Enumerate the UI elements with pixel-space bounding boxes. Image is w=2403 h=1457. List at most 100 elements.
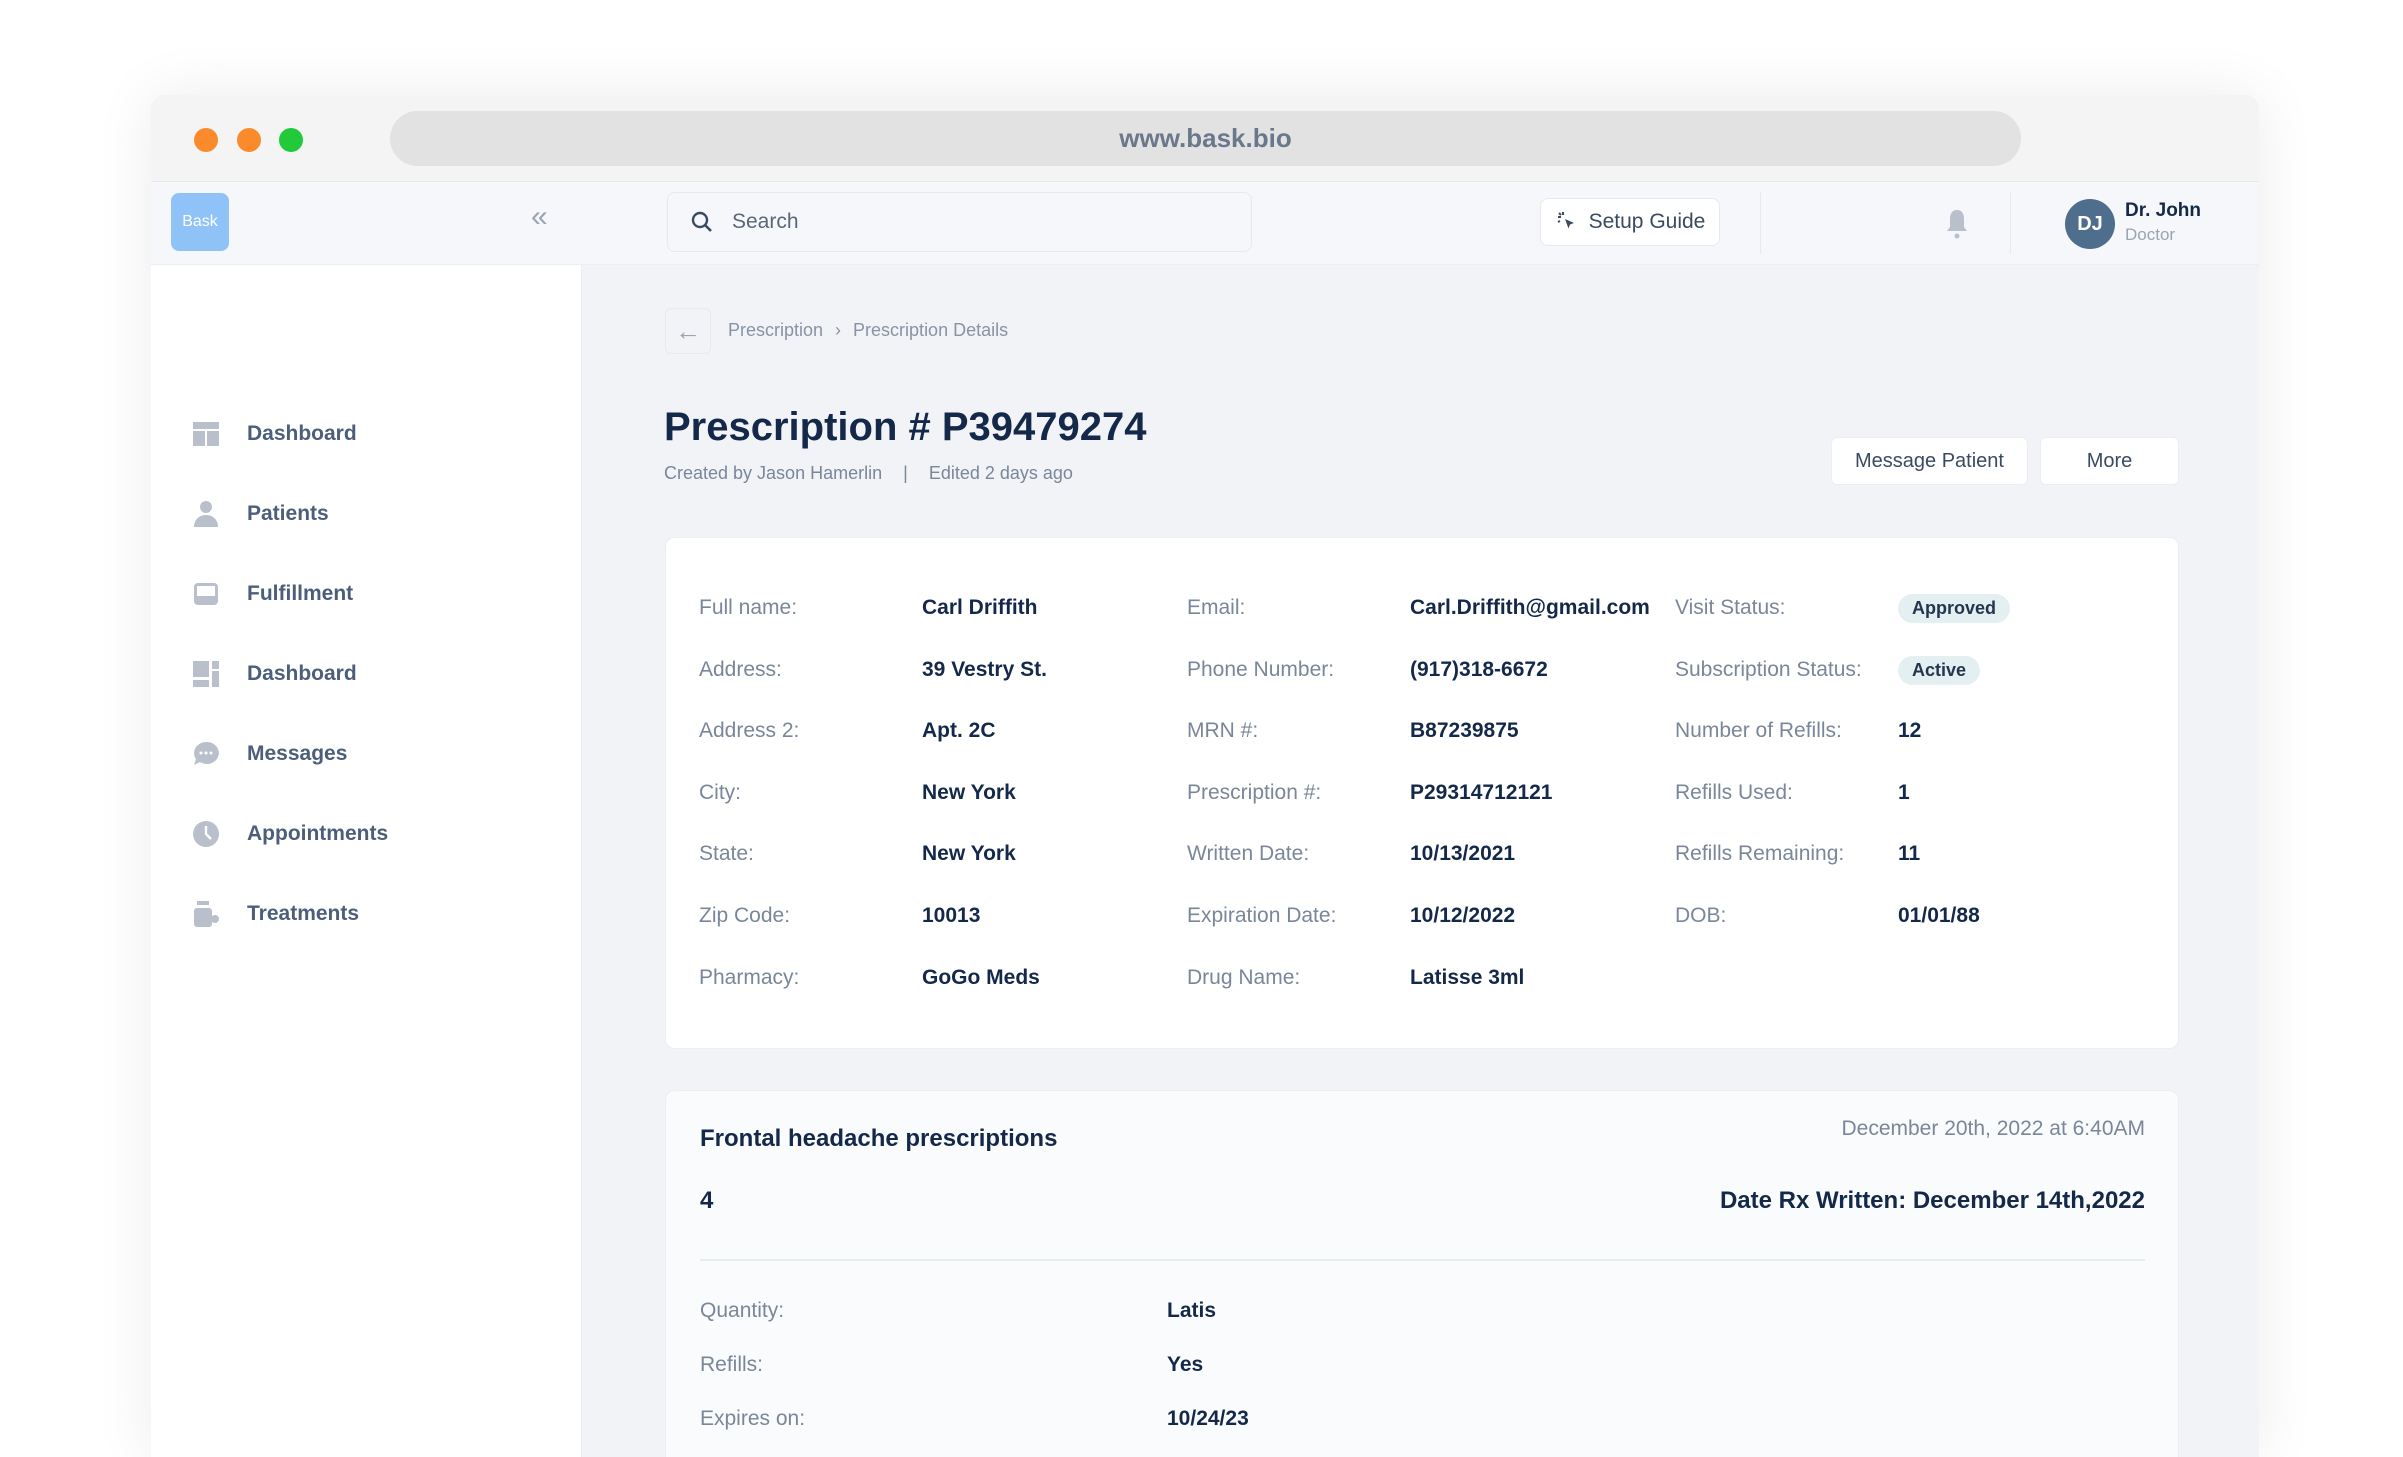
- detail-value: 10013: [922, 904, 980, 928]
- sidebar-item-treatments[interactable]: Treatments: [191, 889, 359, 939]
- detail-label: MRN #:: [1187, 719, 1259, 743]
- detail-value: Latisse 3ml: [1410, 966, 1524, 990]
- detail-value: 1: [1898, 781, 1910, 805]
- detail-value: 11: [1898, 842, 1920, 866]
- bell-icon[interactable]: [1944, 208, 1970, 240]
- top-header: Setup Guide DJ Dr. John Doctor: [582, 182, 2259, 265]
- detail-label: City:: [699, 780, 741, 804]
- detail-label: State:: [699, 842, 754, 866]
- detail-value-text: 10/12/2022: [1410, 904, 1516, 927]
- patient-details-card: Full name: Carl Driffith Address: 39 Vestry…: [665, 537, 2179, 1049]
- layout-icon: [193, 661, 219, 687]
- user-role: Doctor: [2125, 225, 2176, 244]
- avatar[interactable]: DJ: [2065, 199, 2115, 249]
- rx-row-label: Expires on:: [700, 1407, 806, 1430]
- breadcrumb-prescription[interactable]: Prescription: [728, 320, 824, 340]
- detail-value-text: B87239875: [1410, 719, 1519, 743]
- detail-label: Refills Remaining:: [1675, 842, 1845, 866]
- user-name: Dr. John: [2125, 200, 2202, 221]
- more-button[interactable]: More: [2040, 437, 2179, 485]
- edited-time: Edited 2 days ago: [928, 463, 1073, 483]
- chevrons-left-icon[interactable]: «: [531, 200, 548, 233]
- detail-value: 10/13/2021: [1410, 842, 1515, 866]
- message-patient-button[interactable]: Message Patient: [1831, 437, 2028, 485]
- sidebar-item-dashboard[interactable]: Dashboard: [191, 649, 357, 699]
- url-bar[interactable]: www.bask.bio: [390, 111, 2021, 166]
- detail-value: (917)318-6672: [1410, 658, 1548, 682]
- detail-value-text: P29314712121: [1410, 780, 1553, 804]
- detail-value-text: 1: [1898, 780, 1910, 804]
- sidebar-item-messages[interactable]: Messages: [191, 729, 347, 779]
- detail-value-text: 11: [1898, 842, 1921, 866]
- detail-value: Active: [1898, 655, 1981, 685]
- rx-row-value: Yes: [1167, 1353, 1204, 1376]
- detail-value: GoGo Meds: [922, 966, 1040, 990]
- detail-label: Address:: [699, 657, 782, 681]
- divider: [1760, 192, 1761, 254]
- detail-value: P29314712121: [1410, 781, 1552, 805]
- logo[interactable]: Bask: [171, 193, 229, 251]
- rx-timestamp: December 20th, 2022 at 6:40AM: [1841, 1117, 2145, 1140]
- created-by: Created by Jason Hamerlin: [664, 463, 883, 483]
- detail-value: Approved: [1898, 594, 2011, 623]
- sidebar-item-appointments[interactable]: Appointments: [191, 809, 388, 859]
- sidebar: Bask « Dashboard Patients Fulfillment Dashb…: [151, 182, 582, 1457]
- detail-label: Written Date:: [1187, 842, 1310, 866]
- breadcrumb: Prescription › Prescription Details: [728, 320, 1020, 341]
- detail-label: Pharmacy:: [699, 965, 800, 989]
- rx-title: Frontal headache prescriptions: [700, 1125, 1058, 1152]
- rx-row-label: Quantity:: [700, 1299, 785, 1322]
- minimize-window-dot[interactable]: [237, 128, 261, 152]
- inbox-icon: [194, 583, 218, 605]
- detail-value: Carl.Driffith@gmail.com: [1410, 596, 1650, 620]
- detail-value-text: Apt. 2C: [922, 719, 996, 743]
- sidebar-item-patients[interactable]: Patients: [191, 489, 329, 539]
- detail-label: Drug Name:: [1187, 965, 1301, 989]
- detail-value: Apt. 2C: [922, 719, 996, 743]
- detail-value: 01/01/88: [1898, 904, 1980, 928]
- detail-value: 39 Vestry St.: [922, 658, 1047, 682]
- detail-label: Full name:: [699, 596, 798, 619]
- detail-label: Address 2:: [699, 719, 800, 743]
- sidebar-item-label: Patients: [247, 502, 329, 525]
- divider: [700, 1259, 2145, 1261]
- close-window-dot[interactable]: [194, 128, 218, 152]
- sidebar-item-label: Treatments: [247, 902, 360, 925]
- browser-window: www.bask.bio Bask « Dashboard Patients Ful…: [151, 95, 2259, 1457]
- search-input[interactable]: [732, 210, 1212, 234]
- dashboard-icon: [193, 422, 219, 446]
- rx-row-value: Latis: [1167, 1299, 1217, 1322]
- detail-value: 10/12/2022: [1410, 904, 1515, 928]
- detail-value-text: 39 Vestry St.: [922, 657, 1047, 681]
- sidebar-item-label: Dashboard: [247, 422, 357, 445]
- page-title: Prescription # P39479274: [664, 405, 1147, 449]
- sidebar-item-dashboard[interactable]: Dashboard: [191, 409, 357, 459]
- detail-value-text: Carl.Driffith@gmail.com: [1410, 596, 1650, 619]
- detail-value-text: Latisse 3ml: [1410, 965, 1525, 989]
- detail-label: Subscription Status:: [1675, 657, 1862, 681]
- detail-value-text: New York: [922, 780, 1016, 804]
- user-icon: [194, 501, 218, 527]
- detail-label: Number of Refills:: [1675, 719, 1842, 743]
- detail-value: New York: [922, 781, 1016, 805]
- sidebar-item-label: Dashboard: [247, 662, 357, 685]
- sidebar-item-fulfillment[interactable]: Fulfillment: [191, 569, 353, 619]
- detail-label: Phone Number:: [1187, 657, 1335, 681]
- detail-label: Refills Used:: [1675, 780, 1793, 804]
- maximize-window-dot[interactable]: [279, 128, 303, 152]
- detail-label: DOB:: [1675, 904, 1727, 927]
- divider: [2010, 192, 2011, 254]
- detail-value: B87239875: [1410, 719, 1519, 743]
- breadcrumb-separator-icon: ›: [835, 320, 842, 340]
- setup-guide-button[interactable]: Setup Guide: [1540, 198, 1720, 246]
- detail-label: Zip Code:: [699, 904, 791, 927]
- cursor-click-icon: [1557, 212, 1574, 229]
- separator: |: [903, 463, 908, 483]
- main-content: ← Prescription › Prescription Details Pres…: [582, 265, 2259, 1457]
- rx-date-written: Date Rx Written: December 14th,2022: [1719, 1187, 2145, 1214]
- search-box[interactable]: [667, 192, 1252, 252]
- search-icon: [691, 211, 712, 232]
- back-arrow-icon[interactable]: ←: [665, 308, 711, 354]
- detail-value-text: Carl Driffith: [922, 596, 1038, 619]
- sidebar-header: Bask «: [151, 182, 582, 265]
